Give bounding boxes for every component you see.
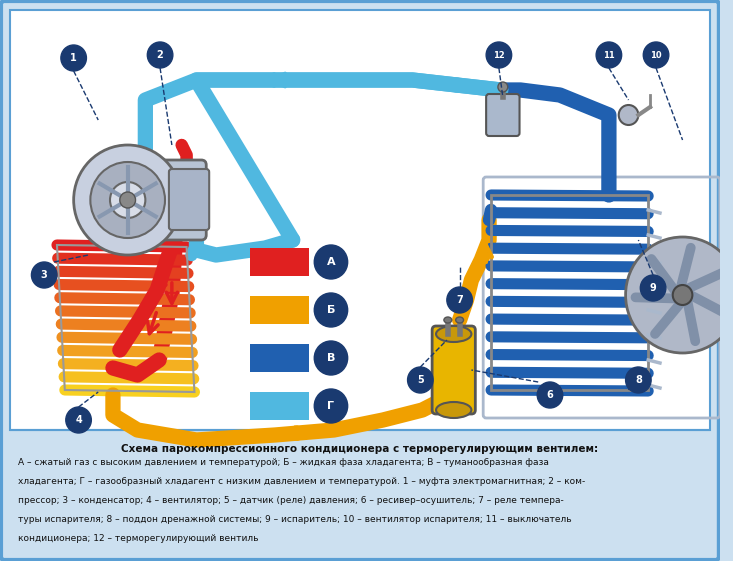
Text: 1: 1 — [70, 53, 77, 63]
FancyBboxPatch shape — [432, 326, 475, 414]
Bar — [251, 248, 309, 276]
Text: 4: 4 — [75, 415, 82, 425]
Bar — [251, 344, 309, 372]
Ellipse shape — [436, 326, 471, 342]
Text: 2: 2 — [157, 50, 163, 60]
Circle shape — [32, 262, 57, 288]
Circle shape — [314, 341, 347, 375]
Circle shape — [673, 285, 693, 305]
Circle shape — [625, 237, 733, 353]
Text: хладагента; Г – газообразный хладагент с низким давлением и температурой. 1 – му: хладагента; Г – газообразный хладагент с… — [18, 477, 585, 486]
Circle shape — [498, 82, 508, 92]
Text: туры испарителя; 8 – поддон дренажной системы; 9 – испаритель; 10 – вентилятор и: туры испарителя; 8 – поддон дренажной си… — [18, 515, 571, 524]
Circle shape — [110, 182, 145, 218]
Text: прессор; 3 – конденсатор; 4 – вентилятор; 5 – датчик (реле) давления; 6 – ресиве: прессор; 3 – конденсатор; 4 – вентилятор… — [18, 496, 564, 505]
Text: 5: 5 — [417, 375, 424, 385]
Text: Г: Г — [328, 401, 334, 411]
Circle shape — [314, 245, 347, 279]
Circle shape — [147, 42, 173, 68]
Text: Б: Б — [327, 305, 335, 315]
Circle shape — [61, 45, 86, 71]
Circle shape — [314, 293, 347, 327]
Text: А: А — [327, 257, 335, 267]
Text: В: В — [327, 353, 335, 363]
Circle shape — [73, 145, 182, 255]
Text: 8: 8 — [635, 375, 642, 385]
Ellipse shape — [456, 317, 463, 323]
Circle shape — [619, 105, 638, 125]
Text: Схема парокомпрессионного кондиционера с терморегулирующим вентилем:: Схема парокомпрессионного кондиционера с… — [122, 444, 599, 454]
Circle shape — [641, 275, 666, 301]
Circle shape — [447, 287, 472, 313]
FancyBboxPatch shape — [169, 169, 209, 230]
Text: 9: 9 — [649, 283, 657, 293]
Ellipse shape — [444, 317, 452, 323]
Circle shape — [537, 382, 563, 408]
Circle shape — [90, 162, 165, 238]
Bar — [251, 392, 309, 420]
Circle shape — [596, 42, 622, 68]
Bar — [10, 10, 710, 430]
Circle shape — [119, 192, 136, 208]
Circle shape — [625, 367, 651, 393]
Circle shape — [66, 407, 92, 433]
Text: 6: 6 — [547, 390, 553, 400]
Bar — [251, 296, 309, 324]
Bar — [491, 195, 648, 390]
Text: 10: 10 — [650, 50, 662, 59]
Circle shape — [644, 42, 668, 68]
Ellipse shape — [436, 402, 471, 418]
Text: кондиционера; 12 – терморегулирующий вентиль: кондиционера; 12 – терморегулирующий вен… — [18, 534, 258, 543]
Text: 11: 11 — [603, 50, 615, 59]
Text: А – сжатый газ с высоким давлением и температурой; Б – жидкая фаза хладагента; В: А – сжатый газ с высоким давлением и тем… — [18, 458, 548, 467]
Circle shape — [486, 42, 512, 68]
Text: 12: 12 — [493, 50, 505, 59]
Text: 3: 3 — [41, 270, 48, 280]
Text: 7: 7 — [456, 295, 463, 305]
Circle shape — [314, 389, 347, 423]
FancyBboxPatch shape — [128, 160, 206, 240]
FancyBboxPatch shape — [486, 94, 520, 136]
Circle shape — [408, 367, 433, 393]
FancyBboxPatch shape — [1, 1, 719, 560]
